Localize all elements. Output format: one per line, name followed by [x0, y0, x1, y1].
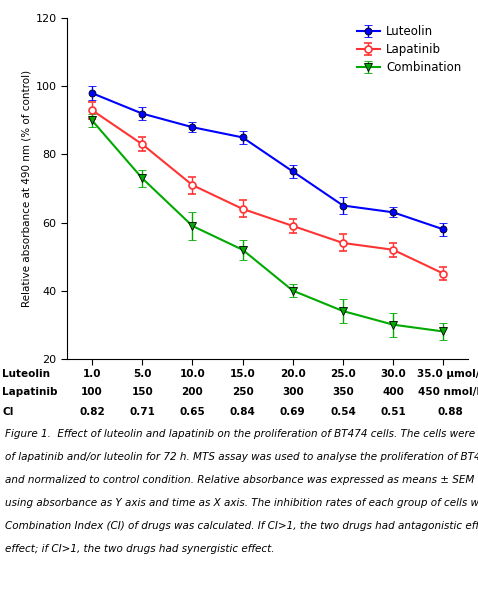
Text: 30.0: 30.0: [380, 369, 406, 379]
Text: using absorbance as Y axis and time as X axis. The inhibition rates of each grou: using absorbance as Y axis and time as X…: [5, 498, 478, 508]
Text: 450 nmol/L: 450 nmol/L: [418, 387, 478, 397]
Text: 0.51: 0.51: [380, 407, 406, 416]
Text: 200: 200: [182, 387, 203, 397]
Y-axis label: Relative absorbance at 490 nm (% of control): Relative absorbance at 490 nm (% of cont…: [21, 70, 31, 307]
Text: CI: CI: [2, 407, 14, 416]
Text: 20.0: 20.0: [280, 369, 305, 379]
Text: 100: 100: [81, 387, 103, 397]
Text: 250: 250: [232, 387, 253, 397]
Text: 10.0: 10.0: [180, 369, 205, 379]
Text: 0.82: 0.82: [79, 407, 105, 416]
Text: 0.65: 0.65: [180, 407, 205, 416]
Text: Lapatinib: Lapatinib: [2, 387, 58, 397]
Text: 300: 300: [282, 387, 304, 397]
Text: 0.84: 0.84: [229, 407, 256, 416]
Text: effect; if CI>1, the two drugs had synergistic effect.: effect; if CI>1, the two drugs had syner…: [5, 544, 274, 554]
Text: 25.0: 25.0: [330, 369, 356, 379]
Text: 0.54: 0.54: [330, 407, 356, 416]
Text: 0.88: 0.88: [438, 407, 463, 416]
Text: 400: 400: [382, 387, 404, 397]
Text: 1.0: 1.0: [83, 369, 101, 379]
Text: and normalized to control condition. Relative absorbance was expressed as means : and normalized to control condition. Rel…: [5, 475, 478, 485]
Text: 350: 350: [332, 387, 354, 397]
Text: of lapatinib and/or luteolin for 72 h. MTS assay was used to analyse the prolife: of lapatinib and/or luteolin for 72 h. M…: [5, 452, 478, 461]
Text: 0.69: 0.69: [280, 407, 305, 416]
Legend: Luteolin, Lapatinib, Combination: Luteolin, Lapatinib, Combination: [352, 21, 466, 78]
Text: 0.71: 0.71: [129, 407, 155, 416]
Text: 5.0: 5.0: [133, 369, 152, 379]
Text: Luteolin: Luteolin: [2, 369, 50, 379]
Text: 35.0 μmol/l: 35.0 μmol/l: [417, 369, 478, 379]
Text: 150: 150: [131, 387, 153, 397]
Text: 15.0: 15.0: [230, 369, 255, 379]
Text: Figure 1.  Effect of luteolin and lapatinib on the proliferation of BT474 cells.: Figure 1. Effect of luteolin and lapatin…: [5, 429, 478, 438]
Text: Combination Index (CI) of drugs was calculated. If CI>1, the two drugs had antag: Combination Index (CI) of drugs was calc…: [5, 521, 478, 531]
